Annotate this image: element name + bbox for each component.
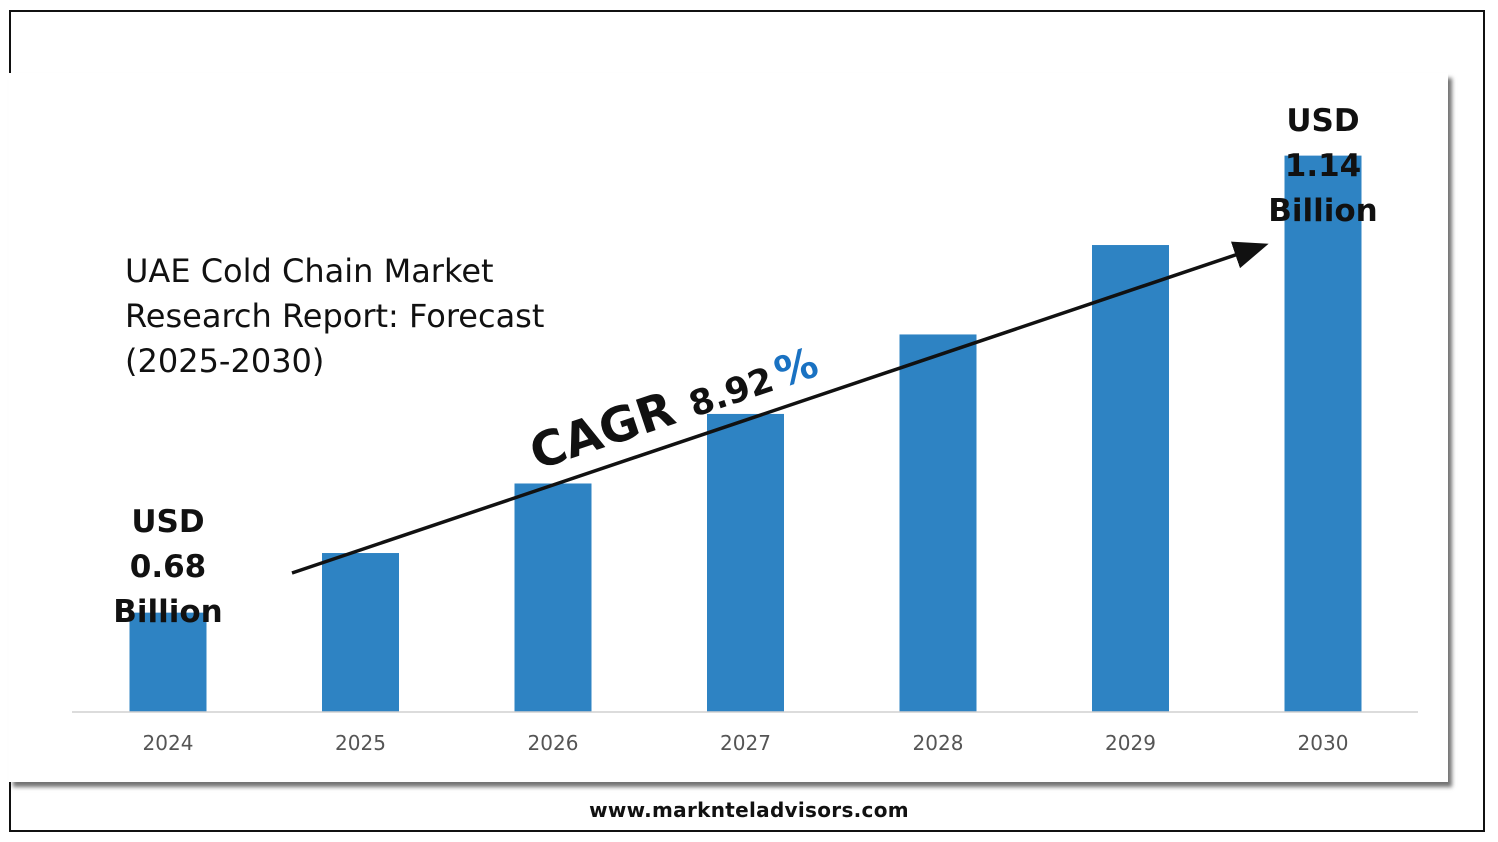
x-tick-label-2028: 2028 (913, 731, 964, 755)
end-value-line-1: USD (1286, 103, 1359, 139)
chart-title-line-3: (2025-2030) (125, 342, 324, 380)
start-value-line-3: Billion (113, 594, 223, 630)
cagr-label: CAGR (523, 381, 682, 482)
start-value-line-1: USD (131, 504, 204, 540)
x-tick-label-2029: 2029 (1105, 731, 1156, 755)
end-value-line-3: Billion (1268, 193, 1378, 229)
bar-2026 (514, 483, 592, 712)
chart-title-line-2: Research Report: Forecast (125, 297, 544, 335)
x-tick-label-2024: 2024 (143, 731, 194, 755)
x-tick-label-2026: 2026 (528, 731, 579, 755)
cagr-arrow (291, 241, 1269, 575)
chart-title-line-1: UAE Cold Chain Market (125, 252, 494, 290)
x-tick-label-2027: 2027 (720, 731, 771, 755)
bars-group (129, 155, 1362, 712)
x-tick-label-2030: 2030 (1298, 731, 1349, 755)
footer-url: www.marknteladvisors.com (589, 798, 909, 822)
bar-2030 (1284, 155, 1362, 712)
bar-2027 (707, 413, 784, 712)
bar-2028 (899, 334, 977, 712)
bar-2025 (322, 553, 399, 712)
end-value-line-2: 1.14 (1285, 148, 1362, 184)
x-tick-labels: 2024 2025 2026 2027 2028 2029 2030 (143, 731, 1349, 755)
bar-2029 (1092, 245, 1169, 712)
start-value-line-2: 0.68 (130, 549, 207, 585)
cagr-percent: % (768, 338, 824, 398)
bar-2024 (129, 612, 207, 712)
x-tick-label-2025: 2025 (335, 731, 386, 755)
